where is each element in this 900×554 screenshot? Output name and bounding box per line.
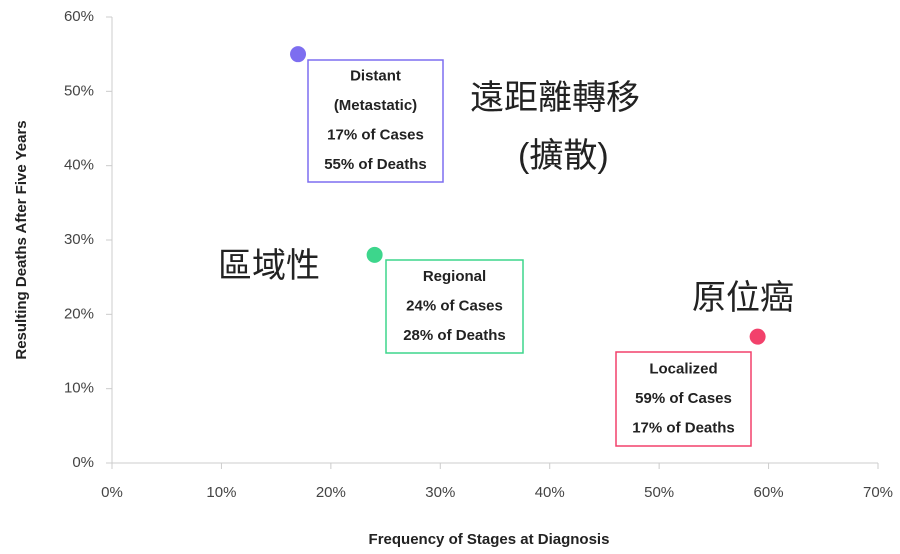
point xyxy=(366,246,383,263)
annotation-text: 55% of Deaths xyxy=(324,156,427,173)
x-tick-label: 0% xyxy=(101,484,123,501)
y-tick-label: 50% xyxy=(64,82,94,99)
x-tick-label: 50% xyxy=(644,484,674,501)
annotation-box xyxy=(615,351,752,447)
y-tick-label: 0% xyxy=(72,454,94,471)
chinese-label: (擴散) xyxy=(518,137,609,175)
y-tick-label: 40% xyxy=(64,157,94,174)
x-tick-label: 70% xyxy=(863,484,893,501)
point xyxy=(290,46,307,63)
annotation-box xyxy=(385,259,524,354)
x-tick-label: 40% xyxy=(535,484,565,501)
x-tick-label: 30% xyxy=(425,484,455,501)
annotation-text: 59% of Cases xyxy=(635,390,732,407)
annotation-text: 24% of Cases xyxy=(406,297,503,314)
annotation-text: Localized xyxy=(649,360,717,377)
annotation-text: 17% of Deaths xyxy=(632,419,735,436)
y-axis-title: Resulting Deaths After Five Years xyxy=(13,120,30,359)
annotation-text: (Metastatic) xyxy=(334,97,417,114)
x-tick-label: 20% xyxy=(316,484,346,501)
chinese-label: 原位癌 xyxy=(692,279,794,317)
x-axis-title: Frequency of Stages at Diagnosis xyxy=(369,531,610,548)
annotation-text: 17% of Cases xyxy=(327,127,424,144)
point xyxy=(749,328,766,345)
y-tick-label: 10% xyxy=(64,380,94,397)
chinese-label: 遠距離轉移 xyxy=(470,79,640,117)
x-tick-label: 10% xyxy=(206,484,236,501)
annotation-text: Regional xyxy=(423,268,486,285)
annotation-box xyxy=(307,59,444,183)
chinese-label: 區域性 xyxy=(218,247,320,285)
x-tick-label: 60% xyxy=(754,484,784,501)
annotation-text: 28% of Deaths xyxy=(403,327,506,344)
y-tick-label: 60% xyxy=(64,8,94,25)
annotation-text: Distant xyxy=(350,68,401,85)
y-tick-label: 20% xyxy=(64,305,94,322)
y-tick-label: 30% xyxy=(64,231,94,248)
